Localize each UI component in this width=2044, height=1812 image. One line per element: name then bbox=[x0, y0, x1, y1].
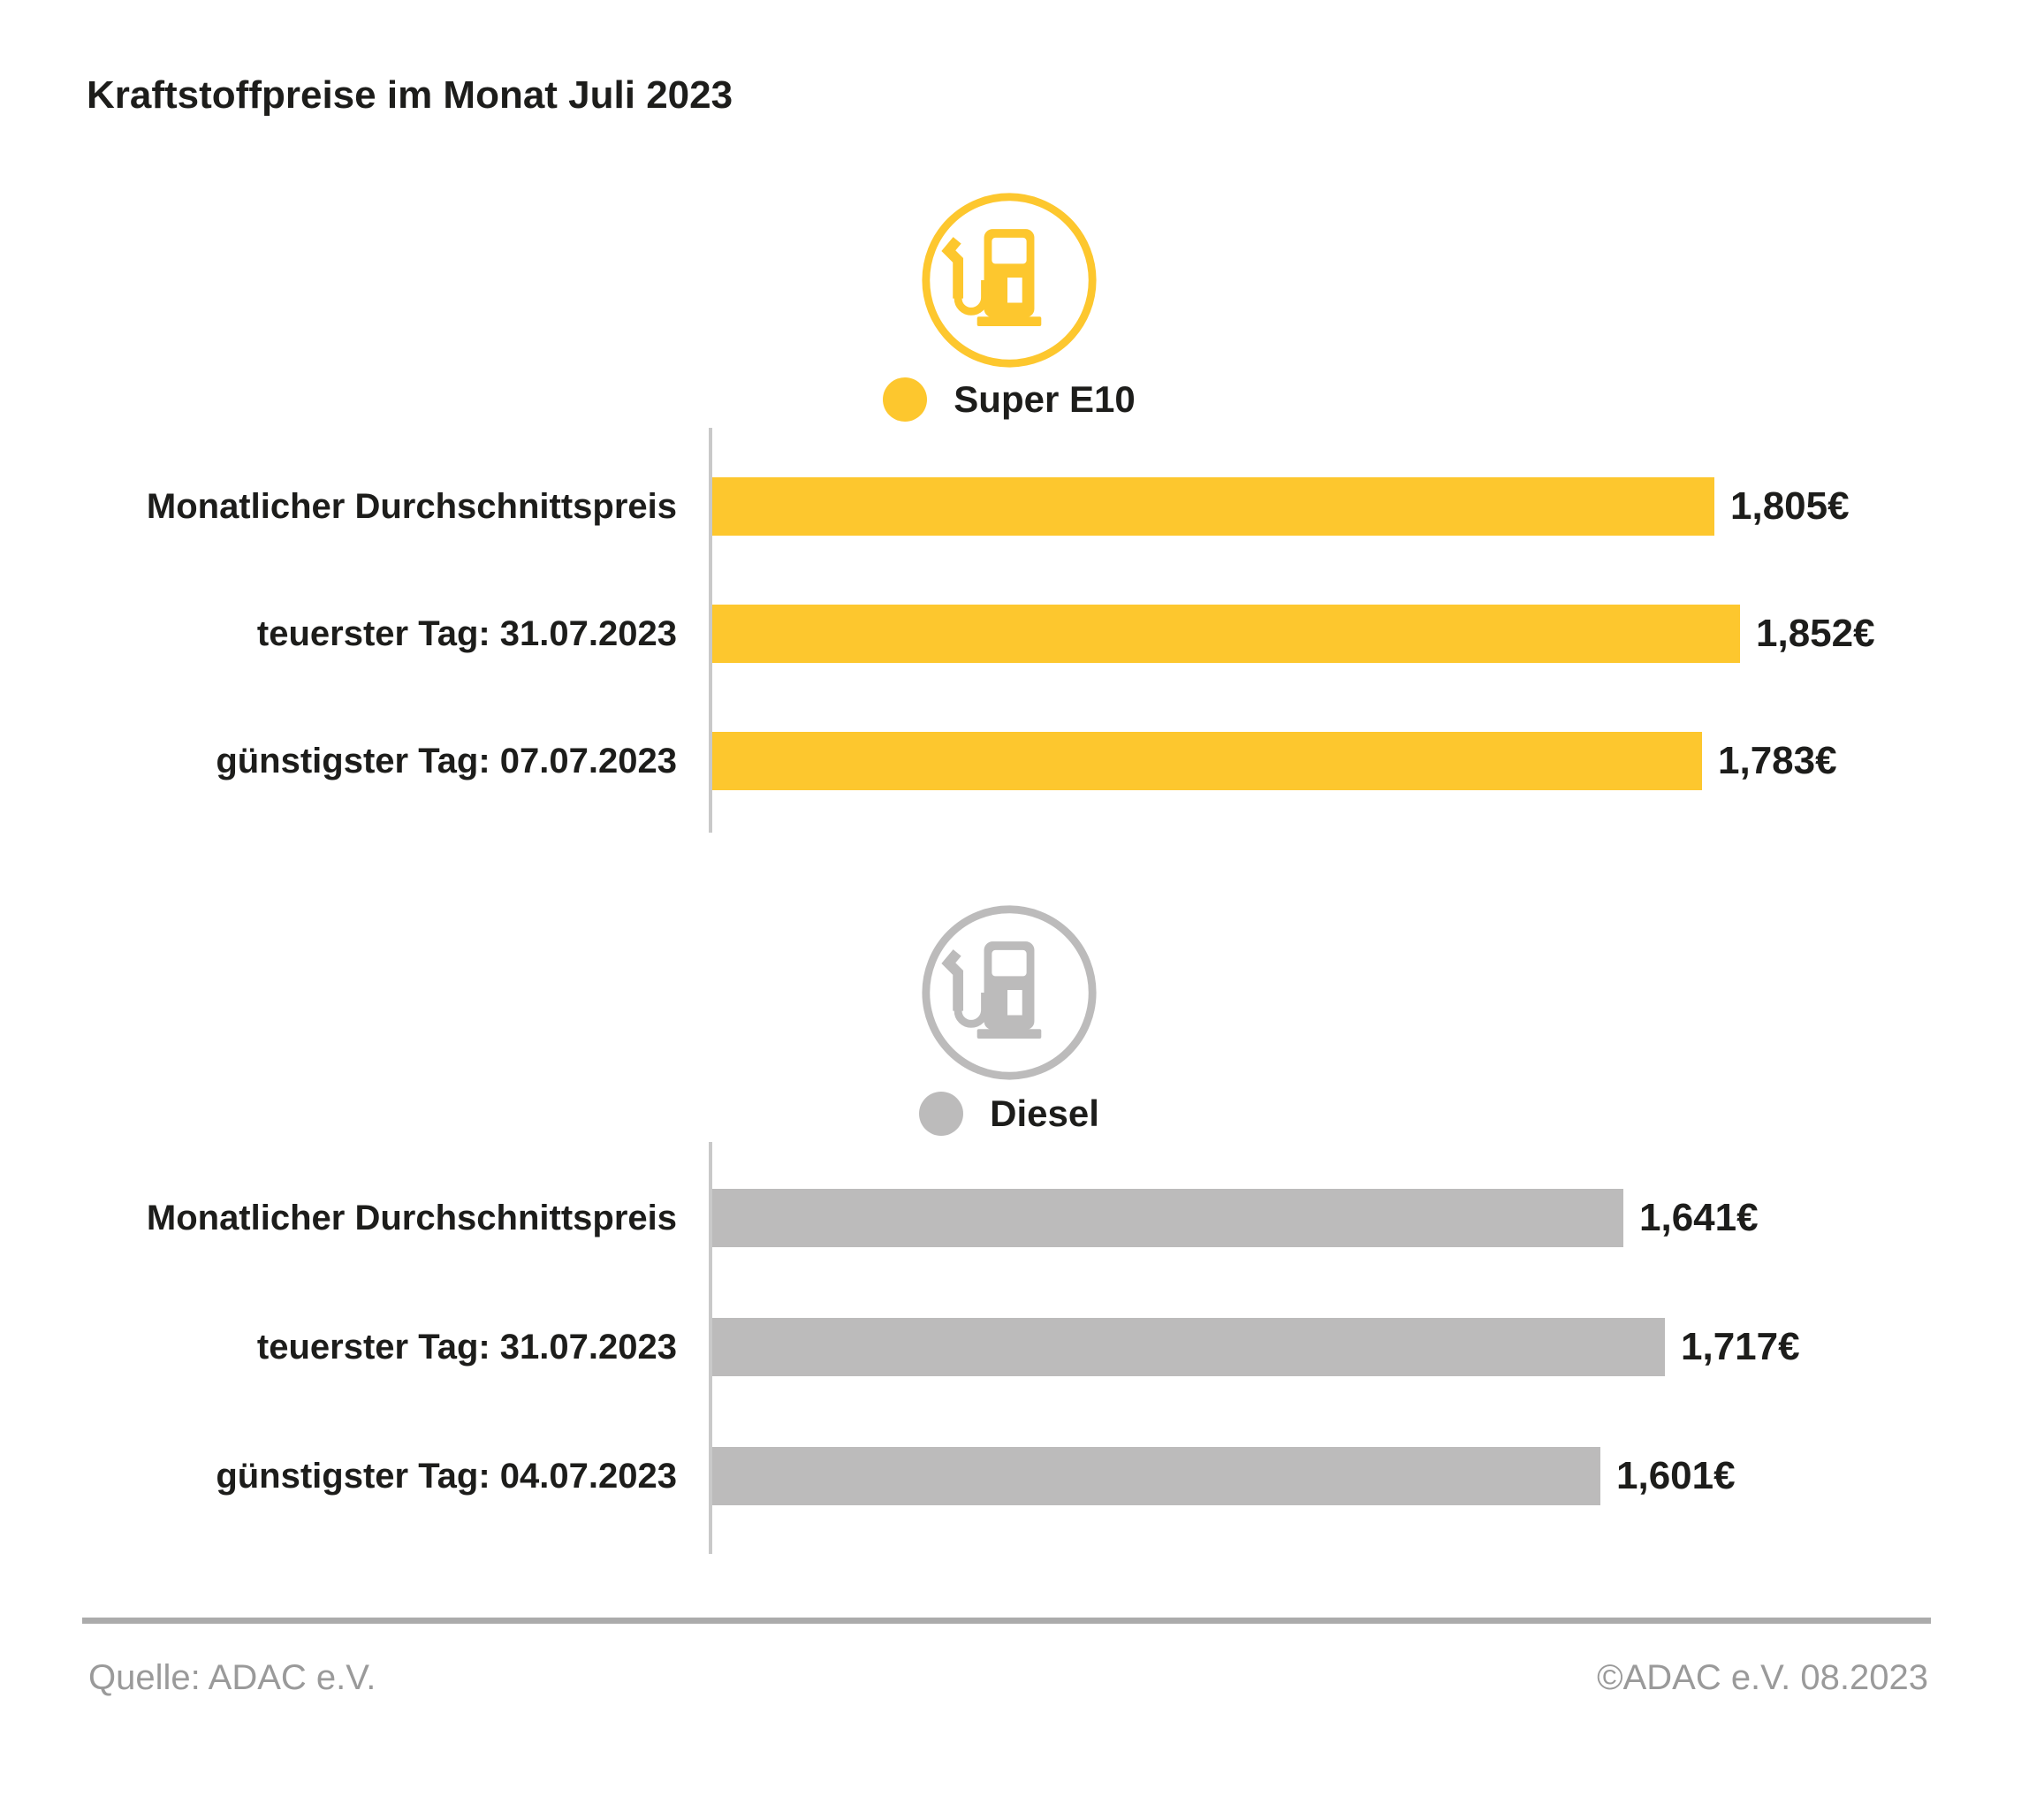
value-label: 1,717€ bbox=[1681, 1325, 1800, 1368]
category-label: günstigster Tag: 04.07.2023 bbox=[216, 1457, 677, 1496]
source-note: Quelle: ADAC e.V. bbox=[88, 1658, 376, 1697]
value-label: 1,641€ bbox=[1639, 1196, 1759, 1239]
legend-super-e10: Super E10 bbox=[0, 375, 2018, 424]
value-label: 1,805€ bbox=[1730, 484, 1850, 528]
category-label: Monatlicher Durchschnittspreis bbox=[146, 1199, 677, 1237]
legend-diesel: Diesel bbox=[0, 1089, 2018, 1138]
copyright-note: ©ADAC e.V. 08.2023 bbox=[1597, 1658, 1928, 1697]
bar-diesel-max bbox=[712, 1318, 1665, 1376]
bar-diesel-min bbox=[712, 1447, 1600, 1505]
category-label: günstigster Tag: 07.07.2023 bbox=[216, 742, 677, 780]
bar-diesel-average bbox=[712, 1189, 1623, 1247]
fuel-pump-icon bbox=[918, 189, 1100, 371]
value-label: 1,601€ bbox=[1616, 1454, 1736, 1497]
value-label: 1,852€ bbox=[1756, 612, 1875, 655]
legend-label-super-e10: Super E10 bbox=[954, 378, 1136, 420]
page-title: Kraftstoffpreise im Monat Juli 2023 bbox=[87, 73, 733, 117]
legend-label-diesel: Diesel bbox=[990, 1093, 1099, 1134]
value-label: 1,783€ bbox=[1718, 739, 1837, 782]
category-label: teuerster Tag: 31.07.2023 bbox=[256, 614, 677, 653]
category-label: teuerster Tag: 31.07.2023 bbox=[256, 1328, 677, 1367]
bar-super-e10-average bbox=[712, 477, 1714, 536]
legend-dot-diesel bbox=[919, 1092, 964, 1136]
y-axis-line-super-e10 bbox=[709, 428, 712, 833]
footer-divider bbox=[82, 1618, 1931, 1624]
y-axis-line-diesel bbox=[709, 1142, 712, 1554]
fuel-pump-icon bbox=[918, 902, 1100, 1084]
bar-super-e10-min bbox=[712, 732, 1702, 790]
bar-super-e10-max bbox=[712, 605, 1740, 663]
legend-dot-super-e10 bbox=[883, 377, 928, 422]
category-label: Monatlicher Durchschnittspreis bbox=[146, 487, 677, 526]
